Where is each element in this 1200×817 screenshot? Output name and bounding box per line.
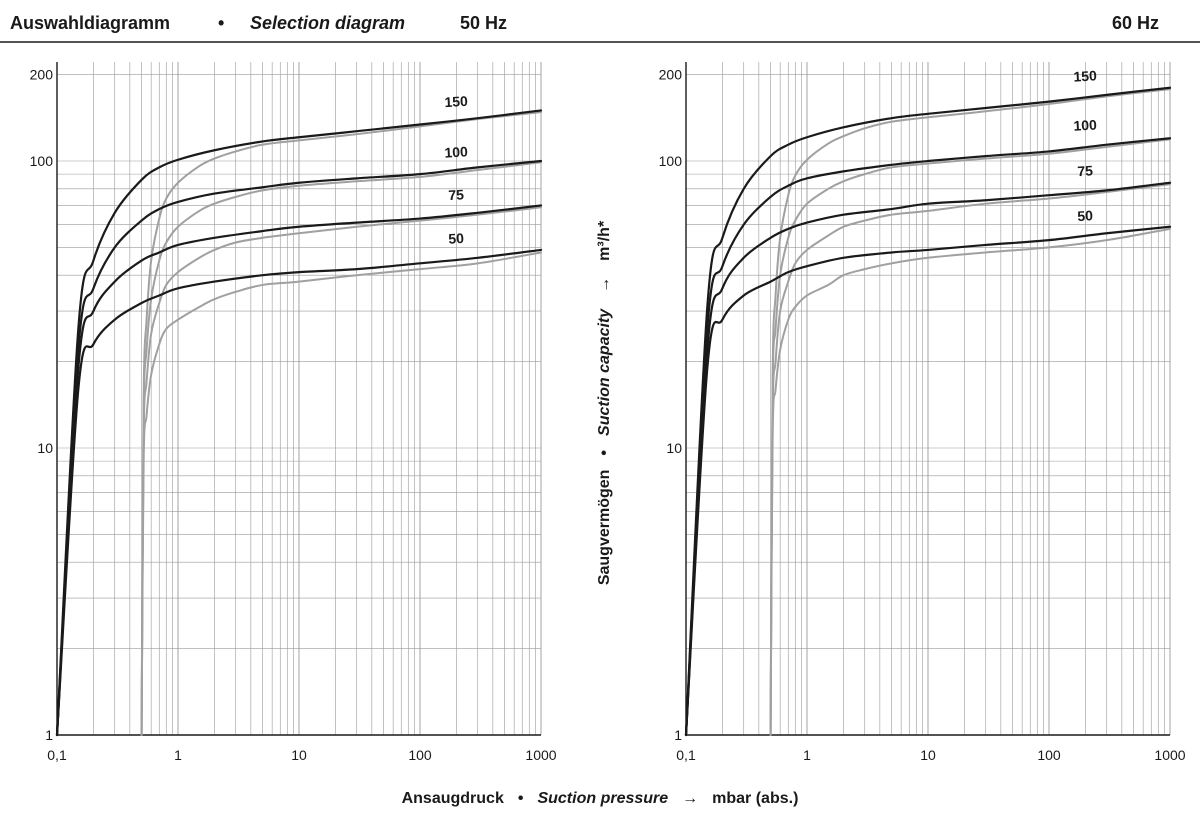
- y-axis-title-de: Saugvermögen: [596, 470, 613, 586]
- curve-black-75: [684, 181, 1172, 737]
- curve-black-50: [55, 248, 543, 737]
- curve-black-100: [55, 159, 543, 737]
- y-axis-title-arrow: →: [596, 277, 613, 293]
- curve-label-150: 150: [444, 93, 468, 110]
- curve-grey-150: [140, 111, 542, 736]
- grid: [686, 62, 1171, 735]
- header-title-de: Auswahldiagramm: [10, 13, 170, 33]
- chart-panel-50hz: 1 10 100 200 0,1 1 10 100 1000 150 100 75 50: [30, 62, 557, 763]
- curve-grey-100: [140, 161, 542, 736]
- curve-grey-50: [769, 227, 1171, 736]
- y-axis-title-en: Suction capacity: [596, 308, 613, 436]
- curve-label-50: 50: [1077, 207, 1094, 224]
- curve-label-50: 50: [448, 230, 465, 247]
- y-tick-label: 200: [30, 67, 54, 83]
- chart-panel-60hz: 1 10 100 200 0,1 1 10 100 1000 150 100 75 50: [659, 62, 1186, 763]
- x-tick-label: 0,1: [47, 747, 67, 763]
- curve-label-75: 75: [448, 186, 465, 203]
- curve-black-150: [684, 86, 1172, 737]
- y-tick-label: 10: [37, 440, 53, 456]
- header-freq-left: 50 Hz: [460, 13, 507, 33]
- y-axis-title-bullet: •: [596, 450, 613, 456]
- header-bullet: •: [218, 13, 224, 33]
- x-tick-label: 100: [408, 747, 432, 763]
- grid: [57, 62, 542, 735]
- x-tick-label: 1000: [525, 747, 556, 763]
- y-tick-label: 100: [30, 153, 54, 169]
- curve-black-50: [684, 225, 1172, 737]
- curve-grey-75: [140, 206, 542, 736]
- curve-black-75: [55, 204, 543, 737]
- curve-grey-150: [769, 88, 1171, 736]
- x-tick-label: 1: [174, 747, 182, 763]
- header: Auswahldiagramm • Selection diagram 50 H…: [0, 13, 1200, 43]
- curve-label-75: 75: [1077, 162, 1094, 179]
- x-axis-title-en: Suction pressure: [537, 790, 668, 807]
- x-axis-title-arrow: →: [682, 790, 698, 807]
- y-axis-title-unit: m³/h*: [596, 220, 613, 261]
- curve-label-150: 150: [1073, 67, 1097, 84]
- x-tick-label: 0,1: [676, 747, 696, 763]
- curve-grey-100: [769, 138, 1171, 736]
- x-axis-title-bullet: •: [518, 790, 524, 807]
- x-tick-label: 1: [803, 747, 811, 763]
- y-tick-label: 1: [45, 727, 53, 743]
- x-tick-label: 100: [1037, 747, 1061, 763]
- header-freq-right: 60 Hz: [1112, 13, 1159, 33]
- curve-black-100: [684, 137, 1172, 737]
- curve-grey-75: [769, 183, 1171, 736]
- curve-grey-50: [140, 251, 542, 736]
- curve-black-150: [55, 109, 543, 737]
- y-tick-label: 1: [674, 727, 682, 743]
- y-tick-label: 100: [659, 153, 683, 169]
- x-axis-title-de: Ansaugdruck: [402, 790, 504, 807]
- header-title-en: Selection diagram: [250, 13, 405, 33]
- y-axis-title: Saugvermögen • Suction capacity → m³/h*: [596, 220, 613, 585]
- x-tick-label: 10: [920, 747, 936, 763]
- y-tick-label: 200: [659, 67, 683, 83]
- curve-label-100: 100: [1073, 117, 1097, 134]
- x-axis-title: Ansaugdruck • Suction pressure → mbar (abs.): [402, 790, 799, 807]
- y-tick-label: 10: [666, 440, 682, 456]
- x-tick-label: 1000: [1154, 747, 1185, 763]
- x-axis-title-unit: mbar (abs.): [712, 790, 798, 807]
- curve-label-100: 100: [444, 143, 468, 160]
- x-tick-label: 10: [291, 747, 307, 763]
